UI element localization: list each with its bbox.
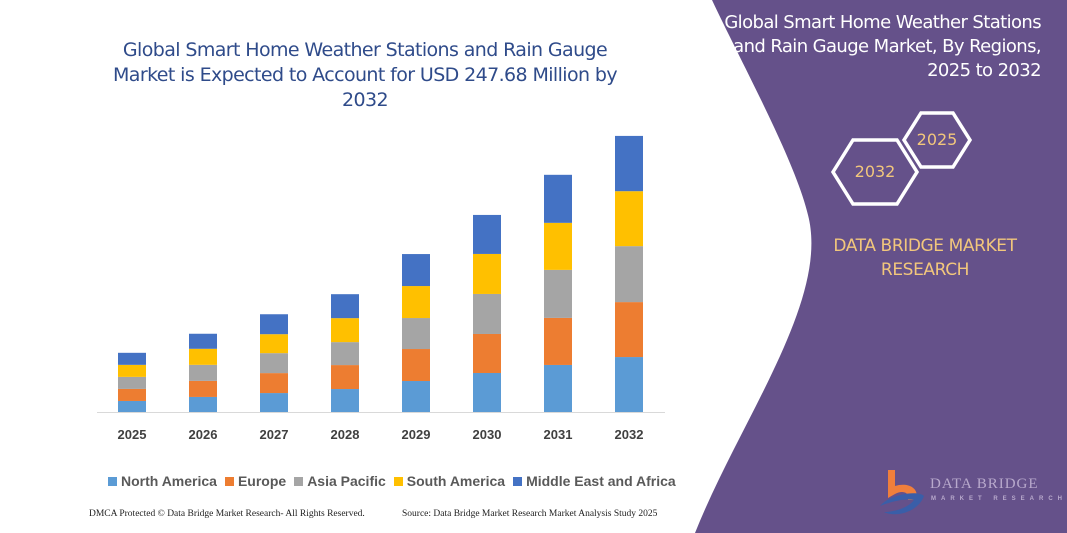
x-tick-labels: 2025 2026 2027 2028 2029 2030 2031 2032 [118, 427, 644, 442]
bar-2031-asia-pacific [544, 269, 572, 318]
bar-2030-asia-pacific [473, 293, 501, 334]
bar-2032-middle-east-and-africa [615, 135, 643, 192]
bar-2027-south-america [260, 334, 288, 354]
logo-icon [880, 470, 924, 515]
plot-area [118, 135, 643, 412]
legend-label: North America [121, 473, 217, 489]
footer-copyright: DMCA Protected © Data Bridge Market Rese… [89, 509, 365, 519]
x-tick-label: 2029 [402, 427, 431, 442]
hexagon-2032 [830, 138, 920, 206]
bar-2031-europe [544, 317, 572, 365]
bar-2031-south-america [544, 222, 572, 270]
bar-2032-asia-pacific [615, 246, 643, 303]
bar-2030-middle-east-and-africa [473, 214, 501, 254]
bar-2028-north-america [331, 389, 359, 412]
bar-2028-asia-pacific [331, 342, 359, 366]
footer-source: Source: Data Bridge Market Research Mark… [402, 509, 658, 519]
legend-item: South America [393, 473, 506, 489]
x-tick-label: 2032 [615, 427, 644, 442]
bar-2031-middle-east-and-africa [544, 174, 572, 223]
x-tick-label: 2031 [544, 427, 573, 442]
legend-swatch [393, 476, 403, 486]
bar-2028-south-america [331, 318, 359, 343]
bar-2027-middle-east-and-africa [260, 314, 288, 335]
legend-item: North America [108, 473, 217, 489]
x-tick-label: 2027 [260, 427, 289, 442]
bar-2026-europe [189, 380, 217, 397]
legend-swatch [294, 476, 304, 486]
legend-label: Asia Pacific [307, 473, 386, 489]
legend-item: Europe [224, 473, 287, 489]
bar-2029-asia-pacific [402, 318, 430, 350]
bar-2025-south-america [118, 364, 146, 377]
x-tick-label: 2026 [189, 427, 218, 442]
bar-2032-north-america [615, 357, 643, 412]
legend-label: Middle East and Africa [526, 473, 676, 489]
x-tick-label: 2028 [331, 427, 360, 442]
bar-2025-asia-pacific [118, 376, 146, 389]
legend-label: Europe [237, 473, 287, 489]
bar-2030-north-america [473, 372, 501, 412]
legend-swatch [513, 476, 523, 486]
bar-2026-asia-pacific [189, 364, 217, 381]
legend-swatch [224, 476, 234, 486]
brand-name: DATA BRIDGE MARKET RESEARCH [833, 236, 1017, 280]
bar-2025-middle-east-and-africa [118, 352, 146, 365]
bar-2029-middle-east-and-africa [402, 254, 430, 287]
hex-2025-label: 2025 [917, 130, 958, 149]
bar-2027-europe [260, 373, 288, 394]
bar-2029-europe [402, 349, 430, 382]
side-panel [695, 0, 1067, 533]
bar-2026-middle-east-and-africa [189, 333, 217, 349]
bar-2027-north-america [260, 393, 288, 412]
legend-item: Middle East and Africa [513, 473, 676, 489]
bar-2028-europe [331, 365, 359, 390]
legend-label: South America [406, 473, 506, 489]
hex-2032-label: 2032 [855, 162, 896, 181]
bar-2025-europe [118, 388, 146, 401]
chart-title: Global Smart Home Weather Stations and R… [113, 39, 618, 111]
bar-2028-middle-east-and-africa [331, 294, 359, 319]
panel-title: Global Smart Home Weather Stations and R… [724, 12, 1041, 81]
x-tick-label: 2030 [473, 427, 502, 442]
bar-2031-north-america [544, 364, 572, 412]
bar-2027-asia-pacific [260, 353, 288, 374]
bar-2030-south-america [473, 253, 501, 294]
legend: North America Europe Asia Pacific South Ame… [108, 473, 676, 489]
bar-2029-north-america [402, 381, 430, 412]
bar-2026-south-america [189, 348, 217, 365]
legend-swatch [108, 476, 117, 486]
bar-2032-south-america [615, 191, 643, 247]
bar-2032-europe [615, 302, 643, 358]
bar-2029-south-america [402, 286, 430, 319]
logo-subtitle: MARKET RESEARCH [931, 496, 1067, 502]
bar-2026-north-america [189, 396, 217, 412]
legend-item: Asia Pacific [294, 473, 386, 489]
bar-2030-europe [473, 333, 501, 373]
bar-2025-north-america [118, 400, 146, 412]
hexagon-2025 [901, 111, 973, 169]
x-tick-label: 2025 [118, 427, 147, 442]
logo-name: DATA BRIDGE [930, 476, 1039, 492]
